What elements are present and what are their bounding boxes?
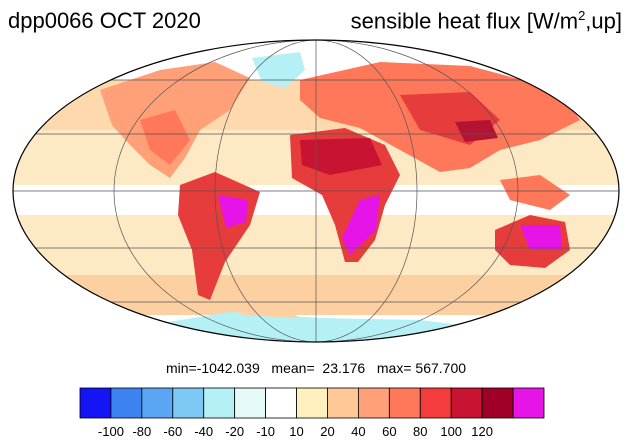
- globe-outline: [12, 39, 620, 343]
- colorbar-swatch: [481, 387, 514, 419]
- tibet-region: [455, 120, 498, 142]
- greenland-region: [252, 52, 305, 88]
- antarctica-peninsula: [240, 305, 300, 318]
- colorbar-swatch: [357, 387, 390, 419]
- variable-title: sensible heat flux [W/m2,up]: [351, 8, 622, 34]
- colorbar-tick-label: -80: [132, 424, 151, 439]
- colorbar-tick-label: -100: [98, 424, 124, 439]
- meridian-60: [214, 40, 418, 342]
- colorbar-tick-label: 80: [413, 424, 427, 439]
- colorbar-swatch: [388, 387, 421, 419]
- mollweide-map: [12, 39, 620, 343]
- colorbar-swatch: [172, 387, 205, 419]
- colorbar-swatch: [419, 387, 452, 419]
- colorbar: -100 -80 -60 -40 -20 -10 10 20 40 60 80 100 120: [79, 387, 545, 439]
- statistics-line: min=-1042.039 mean= 23.176 max= 567.700: [165, 360, 467, 376]
- colorbar-tick-label: 40: [351, 424, 365, 439]
- meridian-120: [113, 40, 519, 342]
- variable-title-superscript: 2: [578, 8, 586, 23]
- colorbar-swatch: [141, 387, 174, 419]
- colorbar-swatch: [79, 387, 112, 419]
- colorbar-swatch: [234, 387, 267, 419]
- colorbar-tick-label: -60: [163, 424, 182, 439]
- variable-title-suffix: ,up]: [585, 8, 622, 34]
- map-title: dpp0066 OCT 2020: [8, 8, 201, 33]
- colorbar-tick-label: 10: [289, 424, 303, 439]
- colorbar-tick-label: -40: [194, 424, 213, 439]
- north-america-hot-core: [140, 110, 190, 165]
- colorbar-tick-label: 100: [440, 424, 462, 439]
- colorbar-swatch: [512, 387, 545, 419]
- sahara-hot: [300, 138, 382, 175]
- colorbar-tick-label: -10: [256, 424, 275, 439]
- colorbar-swatch: [203, 387, 236, 419]
- variable-title-prefix: sensible heat flux [W/m: [350, 8, 579, 34]
- colorbar-swatch: [327, 387, 359, 419]
- colorbar-tick-label: -20: [225, 424, 244, 439]
- colorbar-swatch: [450, 387, 483, 419]
- south-america-magenta: [218, 195, 248, 228]
- colorbar-tick-label: 60: [382, 424, 396, 439]
- colorbar-tick-label: 20: [320, 424, 334, 439]
- africa-magenta: [342, 195, 380, 255]
- colorbar-swatch: [265, 387, 297, 419]
- colorbar-swatch: [110, 387, 143, 419]
- colorbar-swatch: [296, 387, 328, 419]
- colorbar-tick-label: 120: [471, 424, 493, 439]
- australia-magenta: [520, 225, 562, 250]
